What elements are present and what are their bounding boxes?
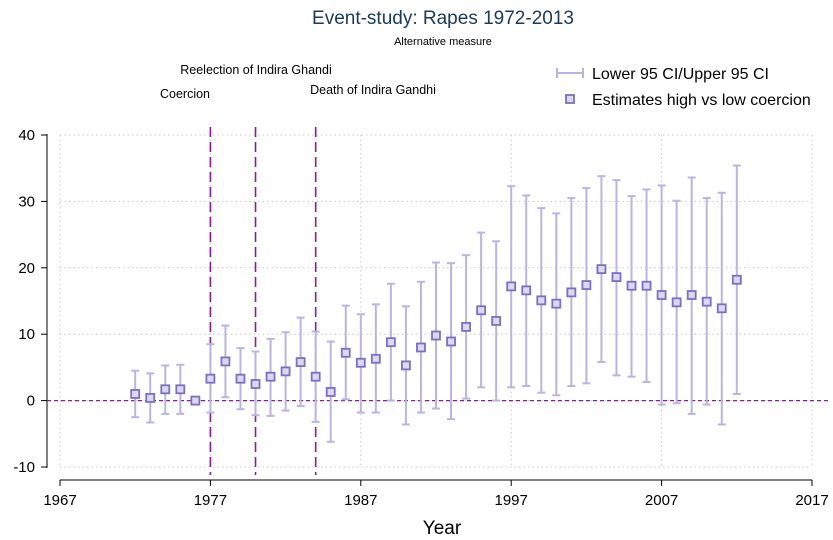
estimate-point (566, 287, 577, 298)
x-tick-label: 1987 (344, 492, 377, 509)
legend-estimate-label: Estimates high vs low coercion (592, 92, 811, 109)
legend-ci-label: Lower 95 CI/Upper 95 CI (592, 66, 769, 83)
estimate-point (355, 357, 366, 368)
estimate-point (235, 373, 246, 384)
estimate-point (641, 280, 652, 291)
chart-subtitle: Alternative measure (394, 36, 492, 48)
y-tick-label: 0 (27, 393, 35, 410)
estimate-point (506, 281, 517, 292)
estimate-point (656, 290, 667, 300)
y-tick-label: 20 (18, 260, 35, 277)
estimate-point (190, 395, 201, 406)
estimate-point (340, 347, 351, 358)
estimate-point (416, 342, 426, 353)
estimate-point (370, 353, 381, 364)
estimate-point (611, 272, 622, 282)
estimate-point (295, 357, 306, 367)
estimate-point (491, 316, 502, 326)
estimate-point (596, 264, 607, 275)
estimate-point (626, 280, 637, 291)
estimate-point (220, 356, 231, 367)
estimate-point (521, 285, 532, 296)
y-tick-label: -10 (13, 459, 35, 476)
estimate-point (476, 305, 487, 316)
estimate-point (446, 336, 456, 347)
estimate-point (265, 371, 276, 382)
estimate-point (551, 298, 562, 309)
estimate-point (280, 366, 291, 377)
estimate-points (130, 264, 742, 406)
annotation-reelection: Reelection of Indira Ghandi (180, 63, 331, 77)
estimate-point (385, 337, 396, 348)
estimate-point (716, 303, 727, 314)
x-tick-label: 1997 (495, 492, 528, 509)
estimate-point (581, 280, 592, 290)
x-tick-label: 2007 (645, 492, 678, 509)
estimate-point (686, 290, 697, 300)
estimate-point (401, 360, 411, 371)
legend-estimate-icon (565, 94, 575, 104)
estimate-point (160, 384, 171, 395)
estimate-point (461, 321, 471, 332)
estimate-point (145, 393, 156, 403)
chart-title: Event-study: Rapes 1972-2013 (312, 8, 574, 29)
estimate-point (310, 371, 321, 382)
x-tick-label: 2017 (795, 492, 828, 509)
estimate-point (130, 389, 141, 399)
estimate-point (731, 274, 742, 285)
y-tick-label: 30 (18, 193, 35, 210)
estimate-point (536, 295, 547, 306)
x-tick-label: 1977 (194, 492, 227, 509)
estimate-point (671, 297, 682, 308)
estimate-point (250, 379, 261, 389)
annotation-coercion: Coercion (160, 87, 210, 101)
annotation-death: Death of Indira Gandhi (310, 83, 436, 97)
legend: Lower 95 CI/Upper 95 CI Estimates high v… (556, 66, 811, 109)
axes: -10 0 10 20 30 40 1967 1977 1987 1997 2007 2017 (13, 127, 828, 509)
legend-ci-icon (556, 68, 584, 78)
y-tick-label: 40 (18, 127, 35, 144)
x-axis-label: Year (423, 518, 462, 539)
x-tick-label: 1967 (43, 492, 76, 509)
estimate-point (431, 330, 441, 341)
estimate-point (205, 373, 216, 384)
estimate-point (175, 384, 186, 395)
estimate-point (701, 296, 712, 307)
estimate-point (325, 387, 336, 397)
y-tick-label: 10 (18, 326, 35, 343)
